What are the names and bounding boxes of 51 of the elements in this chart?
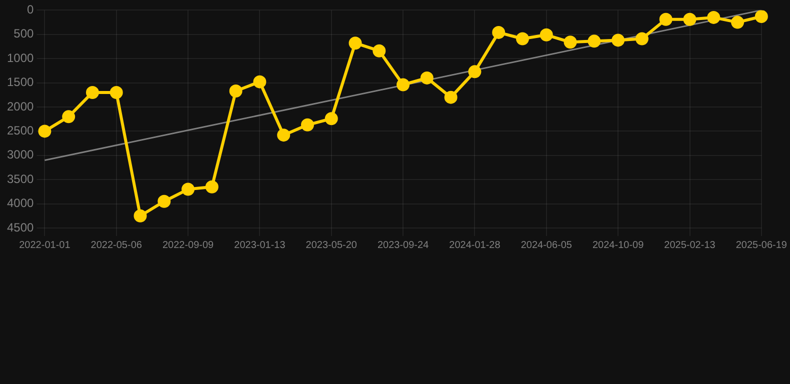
point [229, 84, 242, 98]
point [683, 12, 696, 26]
point [564, 36, 577, 49]
y-tick-label: 3500 [6, 172, 34, 186]
point [134, 209, 147, 222]
x-tick-label: 2024-01-28 [449, 240, 501, 251]
x-tick-label: 2022-05-06 [90, 240, 142, 251]
y-tick-label: 1000 [6, 50, 34, 65]
point [396, 78, 410, 92]
point [444, 90, 458, 104]
point [86, 86, 99, 99]
point [277, 128, 290, 142]
point [420, 71, 434, 84]
x-tick-label: 2025-02-13 [664, 240, 716, 251]
point [158, 194, 171, 208]
point [324, 112, 338, 126]
y-tick-label: 3000 [6, 148, 34, 162]
point [348, 36, 362, 50]
x-tick-label: 2022-09-09 [162, 240, 214, 251]
x-tick-label: 2023-09-24 [377, 240, 430, 251]
point [300, 118, 314, 132]
point [110, 86, 123, 99]
x-tick-label: 2023-05-20 [306, 240, 358, 251]
point [731, 16, 744, 29]
point [612, 34, 625, 47]
x-tick-label: 2024-06-05 [520, 240, 572, 251]
x-tick-label: 2025-06-19 [736, 240, 788, 251]
y-tick-label: 0 [27, 2, 34, 17]
point [659, 12, 672, 26]
x-tick-label: 2023-01-13 [234, 240, 286, 251]
point [516, 32, 530, 46]
point [754, 10, 768, 23]
point [372, 44, 386, 58]
point [62, 110, 76, 124]
point [540, 28, 553, 42]
y-tick-label: 4000 [6, 196, 34, 210]
y-tick-label: 2000 [6, 99, 34, 114]
y-tick-label: 2500 [6, 124, 34, 138]
point [588, 34, 601, 48]
y-tick-label: 500 [14, 26, 34, 41]
x-tick-label: 2022-01-01 [19, 240, 71, 251]
point [253, 75, 266, 88]
point [205, 180, 218, 194]
y-tick-label: 4500 [6, 220, 34, 234]
y-tick-label: 1500 [6, 75, 34, 90]
x-tick-label: 2024-10-09 [592, 240, 644, 251]
point [182, 182, 195, 196]
point [635, 32, 648, 46]
point [468, 65, 482, 78]
point [492, 26, 506, 39]
point [707, 10, 720, 24]
